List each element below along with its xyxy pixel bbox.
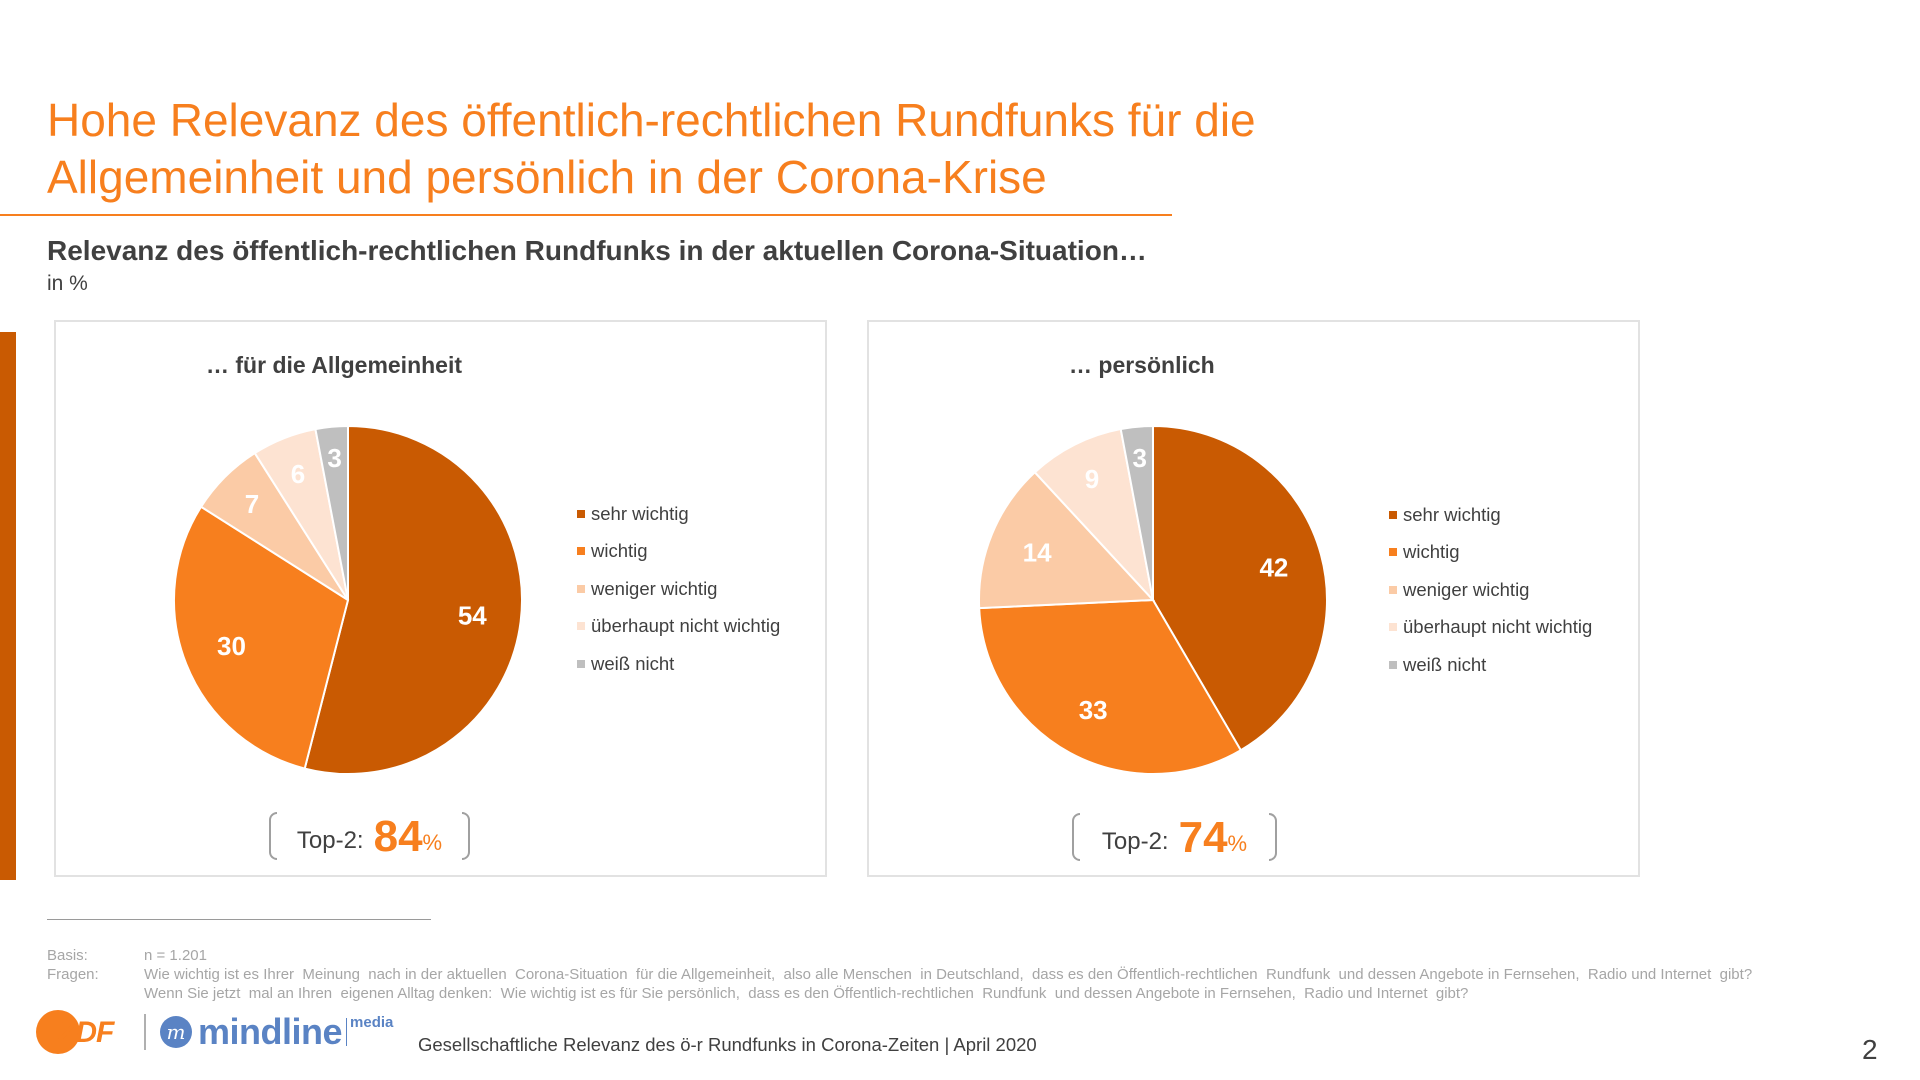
notes-divider xyxy=(47,919,431,920)
chart-panel-allgemeinheit: … für die Allgemeinheit 54 30 7 6 3 sehr wic… xyxy=(54,320,827,877)
data-label-weiss-nicht: 3 xyxy=(327,443,341,473)
legend-label: sehr wichtig xyxy=(591,502,689,524)
basis-value: n = 1.201 xyxy=(144,947,207,964)
unit-label: in % xyxy=(47,272,88,295)
legend-label: sehr wichtig xyxy=(1403,503,1501,525)
zdf-logo: ZDF xyxy=(36,1010,136,1054)
mindline-logo-icon: m xyxy=(160,1016,192,1048)
fragen-row: Fragen: Wie wichtig ist es Ihrer Meinung… xyxy=(47,965,1752,984)
legend-item-ueberhaupt-nicht-wichtig: überhaupt nicht wichtig xyxy=(577,608,780,646)
top2-value: 84 xyxy=(373,812,423,861)
data-label-weniger-wichtig: 14 xyxy=(1023,538,1052,568)
legend-swatch xyxy=(1389,623,1397,632)
legend-label: wichtig xyxy=(1403,541,1460,563)
legend-swatch xyxy=(577,547,585,556)
data-label-ueberhaupt-nicht-wichtig: 9 xyxy=(1085,464,1099,494)
legend-item-ueberhaupt-nicht-wichtig: überhaupt nicht wichtig xyxy=(1389,609,1592,647)
zdf-logo-circle-icon xyxy=(36,1010,80,1054)
methodology-notes: Basis: n = 1.201 Fragen: Wie wichtig ist… xyxy=(47,946,1752,1003)
legend-item-weniger-wichtig: weniger wichtig xyxy=(577,570,780,608)
legend-swatch xyxy=(1389,548,1397,557)
pie-slice-sehr-wichtig xyxy=(303,424,524,775)
pie-slice-weniger-wichtig xyxy=(978,470,1156,610)
data-label-wichtig: 30 xyxy=(217,631,246,661)
legend-label: weniger wichtig xyxy=(1403,578,1530,600)
pie-slice-weiss-nicht xyxy=(1119,424,1154,601)
legend-swatch xyxy=(1389,660,1397,669)
pie-chart-persoenlich: 42 33 14 9 3 xyxy=(978,424,1328,775)
data-label-weiss-nicht: 3 xyxy=(1132,443,1146,473)
side-accent-bar xyxy=(0,332,16,880)
data-label-sehr-wichtig: 54 xyxy=(458,601,487,631)
pie-slice-sehr-wichtig xyxy=(1152,424,1328,752)
page-number: 2 xyxy=(1862,1034,1878,1065)
legend-swatch xyxy=(1389,585,1397,594)
top2-label: Top-2: xyxy=(296,827,364,854)
data-label-wichtig: 33 xyxy=(1079,695,1108,725)
mindline-logo-sub: media xyxy=(350,1014,394,1031)
top2-label: Top-2: xyxy=(1101,828,1169,855)
chart-legend: sehr wichtig wichtig weniger wichtig überha… xyxy=(577,495,780,683)
title-divider xyxy=(0,214,1172,216)
legend-swatch xyxy=(577,622,585,631)
pie-slice-ueberhaupt-nicht-wichtig xyxy=(1033,427,1155,604)
legend-item-weiss-nicht: weiß nicht xyxy=(577,645,780,683)
bracket-left xyxy=(1072,813,1080,861)
chart-subtitle: Relevanz des öffentlich-rechtlichen Rund… xyxy=(47,235,1147,266)
mindline-logo-separator xyxy=(346,1018,348,1046)
legend-label: weiß nicht xyxy=(591,652,675,674)
mindline-logo-text: mindline xyxy=(198,1011,343,1052)
top2-value: 74 xyxy=(1178,813,1228,862)
pie-slice-weiss-nicht xyxy=(314,424,349,601)
pie-slice-wichtig xyxy=(978,598,1243,775)
top2-unit: % xyxy=(422,830,443,855)
fragen-text-1: Wie wichtig ist es Ihrer Meinung nach in… xyxy=(144,966,1753,983)
legend-swatch xyxy=(577,509,585,518)
legend-label: weniger wichtig xyxy=(591,577,718,599)
legend-label: wichtig xyxy=(591,540,648,562)
page-title-line-2: Allgemeinheit und persönlich in der Coro… xyxy=(47,151,1047,203)
pie-chart-allgemeinheit: 54 30 7 63 xyxy=(173,424,524,775)
fragen-label: Fragen: xyxy=(47,966,99,983)
top2-badge: Top-2: 84 % xyxy=(269,812,470,862)
legend-label: überhaupt nicht wichtig xyxy=(591,615,781,637)
bracket-right xyxy=(1269,813,1277,861)
legend-swatch xyxy=(1389,510,1397,519)
bracket-right xyxy=(462,812,470,860)
page-title-line-1: Hohe Relevanz des öffentlich-rechtlichen… xyxy=(47,94,1256,146)
page-title: Hohe Relevanz des öffentlich-rechtlichen… xyxy=(47,92,1256,206)
data-label-sehr-wichtig: 42 xyxy=(1259,552,1288,582)
bracket-left xyxy=(269,812,277,860)
legend-item-wichtig: wichtig xyxy=(1389,534,1592,572)
legend-label: überhaupt nicht wichtig xyxy=(1403,616,1593,638)
legend-item-wichtig: wichtig xyxy=(577,533,780,571)
legend-label: weiß nicht xyxy=(1403,653,1487,675)
legend-item-weiss-nicht: weiß nicht xyxy=(1389,646,1592,684)
footer-caption: Gesellschaftliche Relevanz des ö-r Rundf… xyxy=(418,1034,1037,1055)
legend-swatch xyxy=(577,659,585,668)
legend-item-sehr-wichtig: sehr wichtig xyxy=(1389,496,1592,534)
logo-separator xyxy=(144,1014,146,1050)
chart-title: … persönlich xyxy=(1069,352,1215,378)
top2-badge: Top-2: 74 % xyxy=(1072,813,1277,863)
basis-label: Basis: xyxy=(47,947,88,964)
fragen-text-2: Wenn Sie jetzt mal an Ihren eigenen Allt… xyxy=(144,985,1469,1002)
data-label-ueberhaupt-nicht-wichtig: 6 xyxy=(291,459,305,489)
zdf-logo-text: ZDF xyxy=(58,1016,114,1049)
top2-unit: % xyxy=(1227,831,1248,856)
legend-item-weniger-wichtig: weniger wichtig xyxy=(1389,571,1592,609)
legend-item-sehr-wichtig: sehr wichtig xyxy=(577,495,780,533)
chart-title: … für die Allgemeinheit xyxy=(206,352,463,378)
legend-swatch xyxy=(577,584,585,593)
chart-legend: sehr wichtig wichtig weniger wichtig überha… xyxy=(1389,496,1592,684)
basis-row: Basis: n = 1.201 xyxy=(47,946,1752,965)
footer-logos: ZDF m mindline media xyxy=(36,1010,393,1054)
data-label-weniger-wichtig: 7 xyxy=(245,489,259,519)
pie-slice-wichtig xyxy=(173,505,350,770)
fragen-row-2: Wenn Sie jetzt mal an Ihren eigenen Allt… xyxy=(47,984,1752,1003)
chart-panel-persoenlich: … persönlich 42 33 14 9 3 sehr wichtig wichti… xyxy=(867,320,1640,877)
